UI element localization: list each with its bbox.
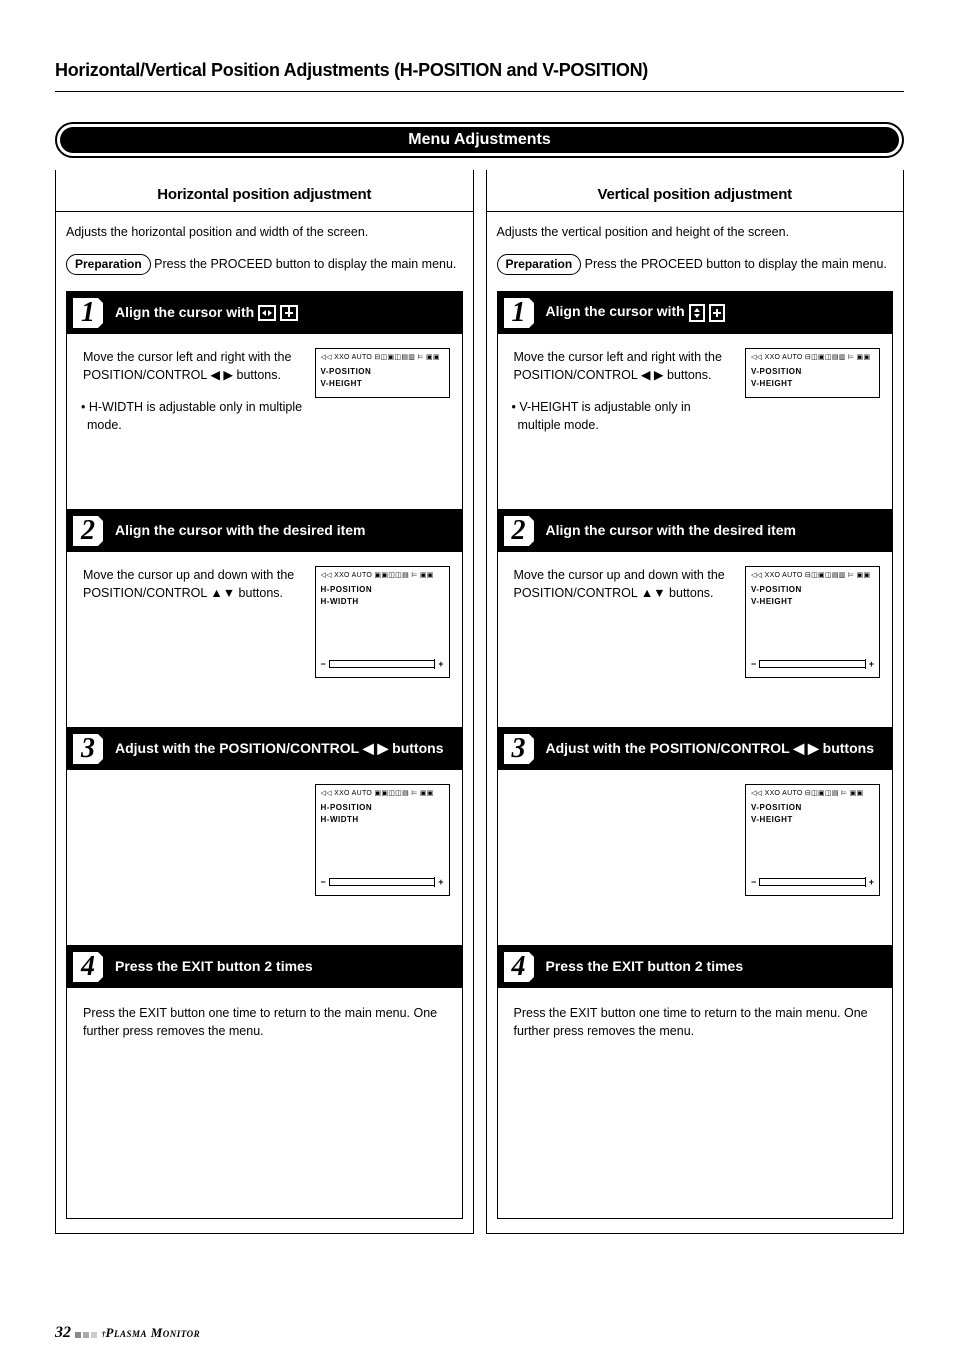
right-heading: Vertical position adjustment [487, 180, 904, 212]
step-number-icon: 1 [73, 298, 103, 328]
footer-product: Plasma Monitor [106, 1325, 201, 1340]
left-step-2: 2 Align the cursor with the desired item… [66, 510, 463, 728]
v-position-icon [689, 304, 705, 322]
step-number-icon: 1 [504, 298, 534, 328]
step-body-text [514, 784, 734, 929]
step-number-icon: 4 [504, 952, 534, 982]
step-body-text: Move the cursor up and down with the POS… [83, 566, 303, 711]
right-step-3: 3 Adjust with the POSITION/CONTROL ◀ ▶ b… [497, 728, 894, 946]
osd-preview: ◁◁ XXO AUTO ⊟◫▣◫▤▥ ⊨ ▣▣ V-POSITION V-HEI… [315, 348, 450, 398]
step-number-icon: 4 [73, 952, 103, 982]
menu-banner: Menu Adjustments [55, 122, 904, 158]
left-column: Horizontal position adjustment Adjusts t… [55, 170, 474, 1234]
step-body-text: Move the cursor up and down with the POS… [514, 566, 734, 711]
step-number-icon: 2 [73, 516, 103, 546]
right-column: Vertical position adjustment Adjusts the… [486, 170, 905, 1234]
left-intro: Adjusts the horizontal position and widt… [66, 224, 463, 242]
title-divider [55, 91, 904, 92]
right-step-1: 1 Align the cursor with Move the cursor … [497, 291, 894, 510]
right-step-4: 4 Press the EXIT button 2 times Press th… [497, 946, 894, 1219]
step-body-text: Press the EXIT button one time to return… [498, 988, 893, 1218]
step-title: Align the cursor with the desired item [546, 522, 885, 539]
h-width-icon [280, 305, 298, 321]
right-intro: Adjusts the vertical position and height… [497, 224, 894, 242]
manual-page: Horizontal/Vertical Position Adjustments… [0, 0, 954, 1372]
two-column-layout: Horizontal position adjustment Adjusts t… [55, 170, 904, 1234]
step-title: Align the cursor with [546, 303, 885, 321]
step-number-icon: 2 [504, 516, 534, 546]
preparation-text: Press the PROCEED button to display the … [154, 257, 456, 271]
osd-preview: ◁◁ XXO AUTO ▣▣◫◫▤ ⊨ ▣▣ H-POSITION H-WIDT… [315, 566, 450, 678]
step-title: Adjust with the POSITION/CONTROL ◀ ▶ but… [546, 740, 885, 757]
step-title: Press the EXIT button 2 times [115, 958, 454, 975]
page-footer: 32 †Plasma Monitor [55, 1324, 904, 1342]
step-number-icon: 3 [504, 734, 534, 764]
step-title: Press the EXIT button 2 times [546, 958, 885, 975]
left-step-3: 3 Adjust with the POSITION/CONTROL ◀ ▶ b… [66, 728, 463, 946]
left-heading: Horizontal position adjustment [56, 180, 473, 212]
v-height-icon [709, 304, 725, 322]
menu-banner-label: Menu Adjustments [60, 127, 899, 153]
osd-preview: ◁◁ XXO AUTO ⊟◫▣◫▤▥ ⊨ ▣▣ V-POSITION V-HEI… [745, 348, 880, 398]
osd-preview: ◁◁ XXO AUTO ⊟◫▣◫▤ ⊨ ▣▣ V-POSITION V-HEIG… [745, 784, 880, 896]
preparation-pill: Preparation [66, 254, 151, 275]
step-body-text: Move the cursor left and right with the … [83, 348, 303, 493]
step-title: Adjust with the POSITION/CONTROL ◀ ▶ but… [115, 740, 454, 757]
step-title: Align the cursor with [115, 304, 454, 321]
right-preparation: Preparation Press the PROCEED button to … [497, 254, 894, 275]
left-step-4: 4 Press the EXIT button 2 times Press th… [66, 946, 463, 1219]
left-preparation: Preparation Press the PROCEED button to … [66, 254, 463, 275]
right-step-2: 2 Align the cursor with the desired item… [497, 510, 894, 728]
step-body-text: Move the cursor left and right with the … [514, 348, 734, 493]
osd-preview: ◁◁ XXO AUTO ⊟◫▣◫▤▥ ⊨ ▣▣ V-POSITION V-HEI… [745, 566, 880, 678]
step-body-text [83, 784, 303, 929]
preparation-text: Press the PROCEED button to display the … [585, 257, 887, 271]
page-title: Horizontal/Vertical Position Adjustments… [55, 60, 904, 81]
page-number: 32 [55, 1324, 71, 1341]
preparation-pill: Preparation [497, 254, 582, 275]
h-position-icon [258, 305, 276, 321]
step-title: Align the cursor with the desired item [115, 522, 454, 539]
left-step-1: 1 Align the cursor with Move the cursor … [66, 291, 463, 510]
step-body-text: Press the EXIT button one time to return… [67, 988, 462, 1218]
step-number-icon: 3 [73, 734, 103, 764]
osd-preview: ◁◁ XXO AUTO ▣▣◫◫▤ ⊨ ▣▣ H-POSITION H-WIDT… [315, 784, 450, 896]
